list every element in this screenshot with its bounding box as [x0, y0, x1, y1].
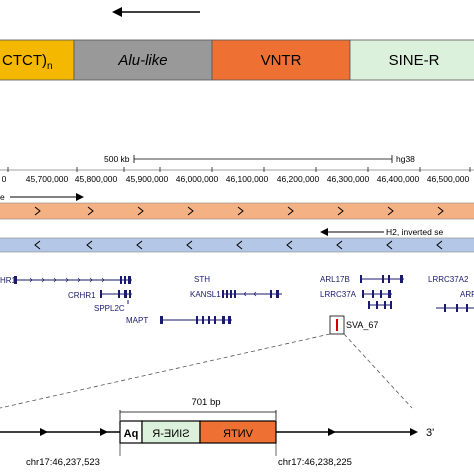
sva-insertion-detail: 701 bp Aq SINE-R VNTR 3' chr17:46,237,52… — [0, 397, 434, 468]
tick-label: 46,000,000 — [176, 174, 219, 184]
segment-ctct — [0, 39, 75, 81]
assembly-label: hg38 — [396, 154, 415, 164]
segment-ctct-label: CTCT)n — [2, 52, 53, 72]
tick-label: 45,900,000 — [126, 174, 169, 184]
gene-label-crhr1: CRHR1 — [68, 291, 96, 300]
box-vntr-label: VNTR — [223, 428, 253, 440]
zoom-line-right — [343, 333, 413, 409]
tick-label: 45,800,000 — [75, 174, 118, 184]
segment-vntr — [211, 39, 351, 81]
h1-label: e — [0, 192, 5, 202]
tick-label: 46,400,000 — [377, 174, 420, 184]
gene-label-lrrc37a2: LRRC37A2 — [428, 275, 469, 284]
tick-label: 46,300,000 — [327, 174, 370, 184]
gene-label-mapt: MAPT — [126, 316, 148, 325]
segment-vntr-label: VNTR — [261, 52, 302, 69]
strand-label: 3' — [426, 427, 434, 439]
segment-alu-like — [73, 39, 213, 81]
ruler-ticks — [7, 167, 471, 172]
gene-label-arl17b: ARL17B — [320, 275, 350, 284]
left-coordinate: chr17:46,237,523 — [26, 457, 100, 468]
genome-browser: 500 kb hg38 0 45,700,000 45,800,000 45,9… — [0, 154, 474, 335]
gene-label-kansl1: KANSL1 — [190, 290, 221, 299]
segment-sine-label: SINE-R — [389, 52, 440, 69]
segment-sine-r — [349, 39, 474, 81]
sva67-label: SVA_67 — [346, 320, 378, 330]
tick-label: 45,700,000 — [26, 174, 69, 184]
box-vntr — [199, 420, 277, 444]
gene-label-sth: STH — [194, 275, 210, 284]
gene-label-sppl2c: SPPL2C — [94, 304, 125, 313]
gene-label-hr1: HR1 — [0, 276, 17, 285]
tick-label: 46,500,000 — [427, 174, 470, 184]
tick-label: 46,200,000 — [277, 174, 320, 184]
scale-label: 500 kb — [104, 154, 130, 164]
ruler-tick-labels: 0 45,700,000 45,800,000 45,900,000 46,00… — [2, 174, 470, 184]
box-aq-label: Aq — [124, 428, 139, 440]
alu-direction-arrowhead — [112, 7, 122, 17]
h2-direction-chevrons — [34, 240, 443, 250]
gene-label-arf: ARF — [460, 290, 474, 299]
box-sine-r-label: SINE-R — [152, 428, 189, 440]
h1-direction-chevrons — [34, 206, 444, 216]
right-coordinate: chr17:46,238,225 — [278, 457, 352, 468]
insertion-size-label: 701 bp — [191, 397, 220, 408]
sva-structure: CTCT)n Alu-like VNTR SINE-R — [0, 7, 474, 81]
segment-alu-label: Alu-like — [117, 52, 167, 69]
gene-label-lrrc37a: LRRC37A — [320, 290, 357, 299]
h2-label: H2, inverted se — [386, 227, 443, 237]
zoom-line-left — [0, 333, 331, 409]
tick-label: 46,100,000 — [226, 174, 269, 184]
h1-haplotype-track — [0, 202, 474, 220]
gene-tracks: HR1 CRHR1 SPPL2C MAPT — [0, 275, 474, 335]
tick-label: 0 — [2, 174, 7, 184]
